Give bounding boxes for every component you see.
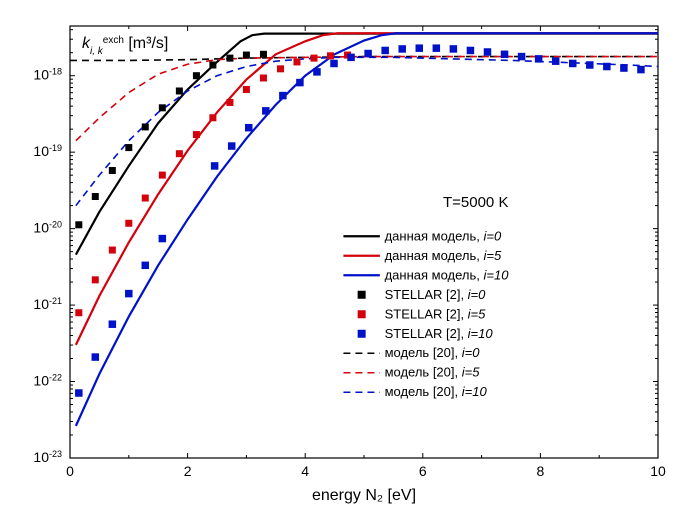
stellar-i10-markers: [586, 61, 594, 69]
stellar-i5-markers: [193, 131, 200, 138]
stellar-i10-markers: [296, 79, 304, 87]
x-axis-label: energy N₂ [eV]: [312, 487, 416, 504]
stellar-i10-markers: [364, 50, 372, 58]
y-axis-label: ki, kexch [m³/s]: [82, 35, 168, 57]
stellar-i5-markers: [176, 150, 183, 157]
stellar-i0-markers: [260, 51, 267, 58]
legend-label: модель [20], i=0: [385, 345, 481, 360]
chart-svg: 0 2 4 6 8 10 energy N₂ [eV] 10-23 10-22 10-21 10-2…: [0, 0, 684, 514]
stellar-i10-markers: [450, 45, 458, 53]
stellar-i0-markers: [125, 144, 132, 151]
xtick-label: 6: [419, 463, 427, 479]
stellar-i10-markers: [467, 47, 475, 55]
xtick-label: 4: [301, 463, 309, 479]
legend-swatch: [358, 310, 366, 318]
stellar-i0-markers: [75, 221, 82, 228]
stellar-i5-markers: [109, 247, 116, 254]
ytick-label: 10-22: [33, 373, 62, 389]
stellar-i10-markers: [398, 45, 406, 53]
stellar-i10-markers: [381, 47, 389, 55]
stellar-i10-markers: [211, 162, 219, 170]
stellar-i10-markers: [279, 92, 287, 100]
chart-container: 0 2 4 6 8 10 energy N₂ [eV] 10-23 10-22 10-21 10-2…: [0, 0, 684, 514]
stellar-i5-markers: [226, 99, 233, 106]
plot-frame: [70, 26, 658, 458]
stellar-i10-markers: [347, 54, 355, 62]
stellar-i10-markers: [433, 44, 441, 52]
stellar-i0-markers: [159, 104, 166, 111]
stellar-i0-markers: [193, 72, 200, 79]
stellar-i10-markers: [330, 60, 338, 67]
stellar-i10-markers: [637, 66, 645, 74]
stellar-i10-markers: [245, 124, 253, 132]
stellar-i10-markers: [125, 290, 133, 298]
stellar-i5-markers: [142, 195, 149, 202]
legend-swatch: [358, 291, 366, 299]
xtick-label: 10: [650, 463, 666, 479]
stellar-i5-markers: [243, 86, 250, 93]
stellar-i10-markers: [620, 64, 628, 72]
xtick-label: 2: [184, 463, 192, 479]
stellar-i5-markers: [327, 52, 334, 59]
legend-label: модель [20], i=10: [385, 384, 488, 399]
xtick-label: 0: [66, 463, 74, 479]
ref20-i10-line: [76, 57, 658, 205]
stellar-i10-markers: [313, 68, 321, 76]
legend-label: STELLAR [2], i=10: [385, 326, 494, 341]
stellar-i10-markers: [552, 57, 560, 64]
stellar-i0-markers: [209, 61, 216, 68]
stellar-i10-markers: [518, 53, 526, 61]
stellar-i10-markers: [603, 63, 611, 71]
stellar-i0-markers: [92, 193, 99, 200]
stellar-i5-markers: [125, 220, 132, 227]
model-i5-line: [76, 33, 658, 345]
stellar-i10-markers: [228, 142, 236, 150]
stellar-i10-markers: [75, 389, 83, 397]
stellar-i5-markers: [159, 172, 166, 179]
legend-label: STELLAR [2], i=5: [385, 306, 487, 321]
ref20-i5-line: [76, 57, 658, 141]
stellar-i5-markers: [277, 65, 284, 72]
stellar-i0-markers: [142, 123, 149, 130]
stellar-i10-markers: [501, 51, 509, 59]
stellar-i5-markers: [260, 74, 267, 81]
ytick-label: 10-23: [33, 449, 62, 465]
xtick-label: 8: [537, 463, 545, 479]
stellar-i5-markers: [311, 55, 318, 62]
stellar-i0-markers: [243, 52, 250, 59]
stellar-i10-markers: [262, 107, 270, 115]
legend-label: данная модель, i=5: [385, 248, 502, 263]
ytick-label: 10-18: [33, 67, 62, 83]
legend-label: STELLAR [2], i=0: [385, 287, 487, 302]
legend-label: модель [20], i=5: [385, 365, 481, 380]
legend-label: данная модель, i=0: [385, 228, 502, 243]
stellar-i10-markers: [159, 235, 167, 243]
stellar-i5-markers: [209, 114, 216, 121]
stellar-i5-markers: [92, 276, 99, 283]
temperature-annotation: T=5000 K: [443, 194, 508, 211]
legend-label: данная модель, i=10: [385, 267, 510, 282]
legend-swatch: [358, 330, 366, 338]
plot-area: [70, 33, 658, 426]
stellar-i10-markers: [109, 320, 117, 328]
stellar-i5-markers: [293, 58, 300, 65]
stellar-i5-markers: [75, 309, 82, 316]
ytick-label: 10-20: [33, 220, 62, 236]
stellar-i10-markers: [569, 60, 577, 67]
stellar-i0-markers: [226, 55, 233, 62]
model-i10-line: [76, 33, 658, 426]
stellar-i10-markers: [142, 262, 150, 270]
stellar-i10-markers: [484, 48, 492, 56]
ytick-label: 10-21: [33, 296, 62, 312]
ytick-label: 10-19: [33, 143, 62, 159]
stellar-i0-markers: [109, 167, 116, 174]
stellar-i10-markers: [535, 55, 543, 63]
stellar-i10-markers: [92, 353, 100, 361]
stellar-i0-markers: [176, 87, 183, 94]
stellar-i10-markers: [416, 44, 424, 52]
